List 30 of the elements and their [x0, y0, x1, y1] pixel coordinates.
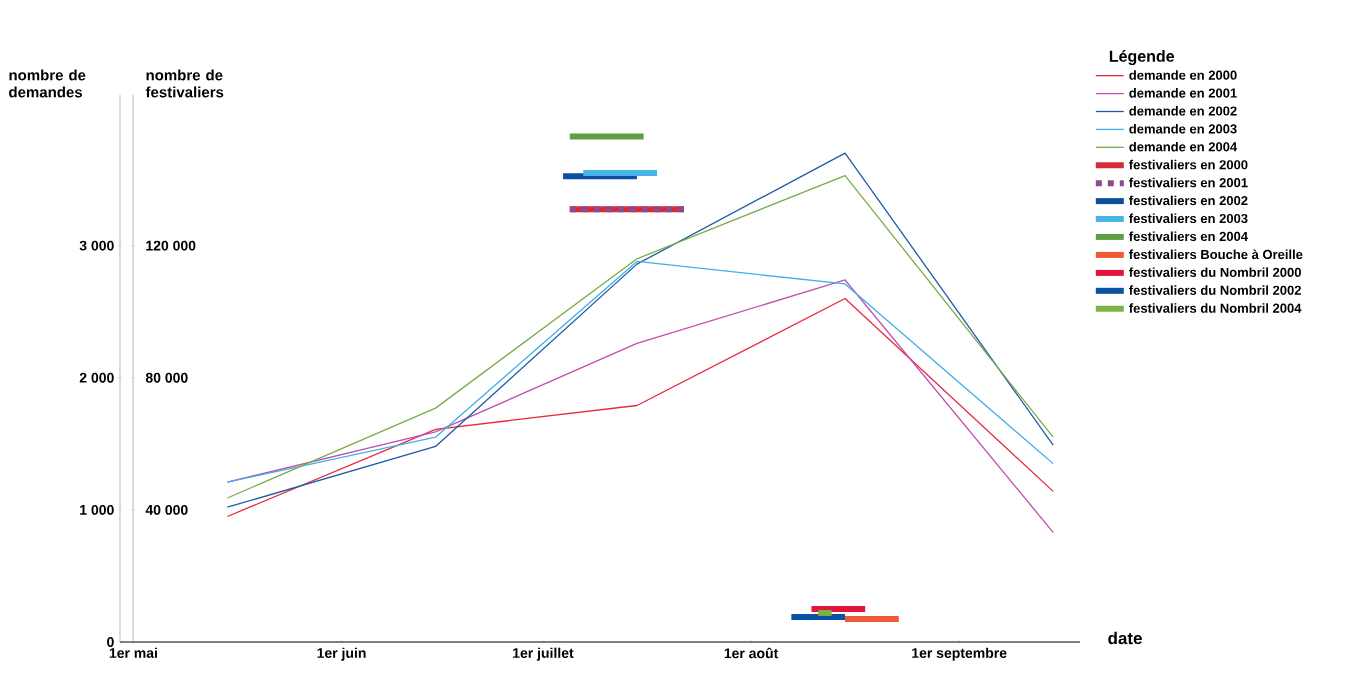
- y-tick-label: 2 000: [79, 372, 114, 383]
- y-axis-title: nombre de demandes: [9, 69, 86, 98]
- x-tick-label: 1er août: [724, 647, 779, 659]
- y2-tick-label: 120 000: [146, 240, 196, 251]
- x-tick-label: 1er juin: [317, 647, 366, 661]
- legend-label: festivaliers en 2000: [1129, 159, 1248, 170]
- y-tick-label: 3 000: [79, 240, 114, 251]
- y2-axis-title: nombre de festivaliers: [145, 69, 224, 98]
- y-tick-label: 0: [107, 637, 114, 647]
- legend-label: festivaliers en 2002: [1129, 195, 1248, 206]
- legend-label: festivaliers en 2001: [1129, 177, 1248, 188]
- legend-label: festivaliers en 2004: [1129, 231, 1248, 242]
- legend-label: demande en 2000: [1129, 70, 1237, 80]
- legend-label: demande en 2002: [1129, 106, 1237, 116]
- legend-label: festivaliers en 2003: [1129, 213, 1248, 224]
- y2-tick-label: 40 000: [145, 504, 188, 515]
- x-tick-label: 1er mai: [109, 647, 157, 658]
- x-axis-title: date: [1108, 631, 1142, 645]
- x-tick-label: 1er juillet: [513, 647, 574, 661]
- y-tick-label: 1 000: [80, 504, 114, 515]
- legend-label: demande en 2003: [1129, 123, 1237, 134]
- x-tick-label: 1er septembre: [912, 647, 1007, 661]
- y2-tick-label: 80 000: [145, 372, 188, 383]
- legend-label: demande en 2001: [1129, 88, 1237, 98]
- legend-label: festivaliers Bouche à Oreille: [1129, 249, 1303, 260]
- legend-label: festivaliers du Nombril 2002: [1129, 285, 1301, 295]
- legend-title: Légende: [1109, 49, 1175, 66]
- legend-label: festivaliers du Nombril 2004: [1129, 303, 1302, 313]
- legend-label: festivaliers du Nombril 2000: [1129, 267, 1301, 277]
- legend-label: demande en 2004: [1129, 141, 1238, 152]
